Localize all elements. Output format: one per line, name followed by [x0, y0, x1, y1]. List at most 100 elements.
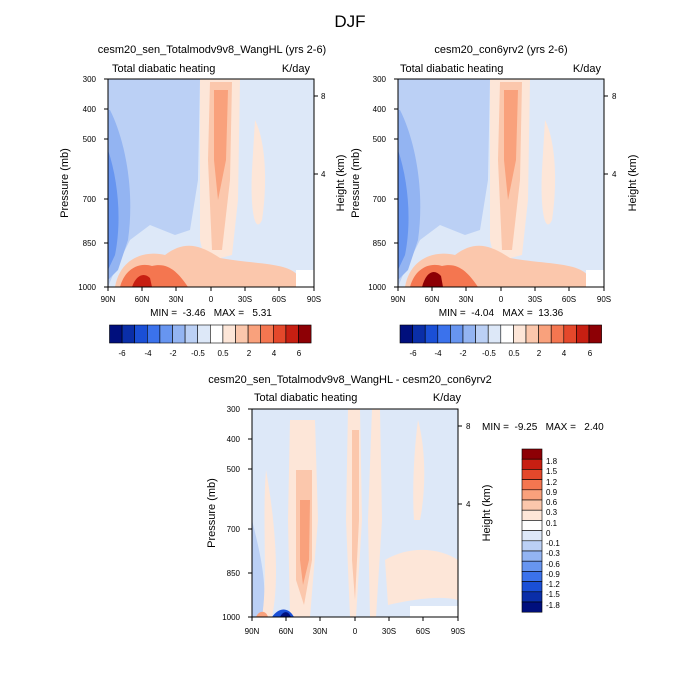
colorbar-label: -1.5: [546, 590, 560, 599]
colorbar-swatch: [538, 324, 552, 344]
colorbar-swatch: [437, 324, 451, 344]
colorbar-label: 6: [588, 349, 593, 358]
field-mask: [586, 270, 604, 287]
colorbar-label: 2: [247, 349, 252, 358]
contour-band-lowlevel-max: [132, 275, 152, 287]
colorbar-label: 4: [562, 349, 567, 358]
colorbar-swatch: [521, 458, 543, 470]
y-tick-label: 850: [373, 239, 387, 248]
panel-units-label: K/day: [573, 63, 602, 75]
colorbar-label: -0.6: [546, 560, 560, 569]
panel-left-label: Total diabatic heating: [400, 63, 503, 75]
x-tick-label: 90S: [307, 295, 321, 304]
colorbar-swatch: [588, 324, 602, 344]
contour-field: [398, 79, 604, 287]
x-tick-label: 60N: [135, 295, 150, 304]
height-ticks: [458, 425, 462, 505]
colorbar: 1.8 1.5 1.2 0.9 0.6 0.3 0.1 0 -0.1 -0.3 …: [521, 448, 560, 613]
colorbar-label: -0.5: [482, 349, 496, 358]
x-tick-label: 90S: [597, 295, 611, 304]
colorbar-swatch: [424, 324, 439, 344]
contour-field: [108, 79, 314, 287]
height-tick-label: 8: [466, 422, 471, 431]
height-ticks: [314, 95, 318, 175]
x-tick-label: 30S: [382, 627, 396, 636]
y-tick-label: 500: [227, 465, 241, 474]
x-tick-label: 30S: [528, 295, 542, 304]
colorbar-swatch: [513, 324, 527, 344]
contour-band-neg-upper: [398, 79, 490, 287]
colorbar-swatch: [134, 324, 148, 344]
height-axis-label: Height (km): [627, 155, 639, 212]
height-tick-label: 4: [466, 500, 471, 509]
x-tick-label: 60N: [279, 627, 294, 636]
colorbar-label: 6: [297, 349, 302, 358]
contour-field: [252, 409, 458, 617]
colorbar-swatch: [521, 479, 543, 491]
height-axis-label: Height (km): [335, 155, 347, 212]
colorbar-swatch: [521, 571, 543, 582]
colorbar-swatch: [521, 520, 543, 531]
colorbar-swatch: [521, 469, 543, 480]
y-ticks: [104, 78, 108, 288]
x-axis: 90N 60N 30N 0 30S 60S 90S: [245, 617, 465, 636]
contour-band-sh-pos: [541, 120, 556, 225]
contour-band-pos-column-core: [300, 500, 310, 585]
panel-sen: cesm20_sen_Totalmodv9v8_WangHL (yrs 2-6)…: [59, 44, 347, 358]
y-axis: 300 400 500 700 850 1000 Pressure (mb): [59, 75, 108, 292]
contour-band-pos-lower-east: [385, 549, 458, 605]
colorbar-label: 1.8: [546, 457, 558, 466]
height-ticks: [604, 95, 608, 175]
contour-band-pos-weak-west: [262, 470, 277, 617]
colorbar-swatch: [576, 324, 590, 344]
colorbar-label: -0.3: [546, 549, 560, 558]
colorbar-swatch: [462, 324, 476, 344]
height-axis: 8 4 Height (km): [458, 422, 493, 541]
colorbar-label: 0.5: [217, 349, 229, 358]
colorbar-swatches: [399, 324, 602, 344]
colorbar-swatch: [298, 324, 312, 344]
x-tick-label: 30N: [313, 627, 328, 636]
y-tick-label: 700: [227, 525, 241, 534]
contour-band-pos-surface: [256, 611, 268, 617]
x-tick-label: 60S: [562, 295, 576, 304]
colorbar-swatches: [109, 324, 312, 344]
colorbar-swatch: [563, 324, 577, 344]
height-axis-label: Height (km): [481, 485, 493, 542]
colorbar-label: 0: [546, 529, 551, 538]
height-tick-label: 8: [321, 92, 326, 101]
colorbar-swatch: [521, 601, 543, 613]
y-tick-label: 700: [83, 195, 97, 204]
colorbar-swatch: [521, 530, 543, 542]
y-tick-label: 500: [83, 135, 97, 144]
y-tick-label: 400: [83, 105, 97, 114]
y-axis-label: Pressure (mb): [206, 478, 218, 548]
y-axis: 300 400 500 700 850 1000 Pressure (mb): [206, 405, 252, 622]
min-max-stats: MIN = -3.46 MAX = 5.31: [150, 308, 272, 319]
field-mask: [296, 270, 314, 287]
colorbar-label: -0.5: [191, 349, 205, 358]
x-axis: 90N 60N 30N 0 30S 60S 90S: [391, 287, 611, 304]
min-max-stats: MIN = -4.04 MAX = 13.36: [439, 308, 564, 319]
panel-units-label: K/day: [282, 63, 311, 75]
height-tick-label: 4: [612, 170, 617, 179]
colorbar-swatch: [260, 324, 274, 344]
x-ticks: [107, 287, 315, 291]
colorbar-swatch: [500, 324, 514, 344]
height-tick-label: 8: [612, 92, 617, 101]
colorbar-swatch: [521, 509, 543, 521]
colorbar-swatch: [210, 324, 224, 344]
colorbar-swatch: [550, 324, 565, 344]
colorbar-label: 1.5: [546, 467, 558, 476]
colorbar-label: 0.3: [546, 508, 558, 517]
min-max-stats: MIN = -9.25 MAX = 2.40: [482, 422, 604, 433]
height-axis: 8 4 Height (km): [314, 92, 347, 211]
x-ticks: [251, 617, 459, 621]
colorbar-swatch: [121, 324, 135, 344]
contour-band-pos-equator-mid: [352, 430, 359, 600]
colorbar-label: -6: [118, 349, 126, 358]
panel-left-label: Total diabatic heating: [112, 63, 215, 75]
y-tick-label: 300: [227, 405, 241, 414]
colorbar-swatches: [521, 448, 543, 613]
